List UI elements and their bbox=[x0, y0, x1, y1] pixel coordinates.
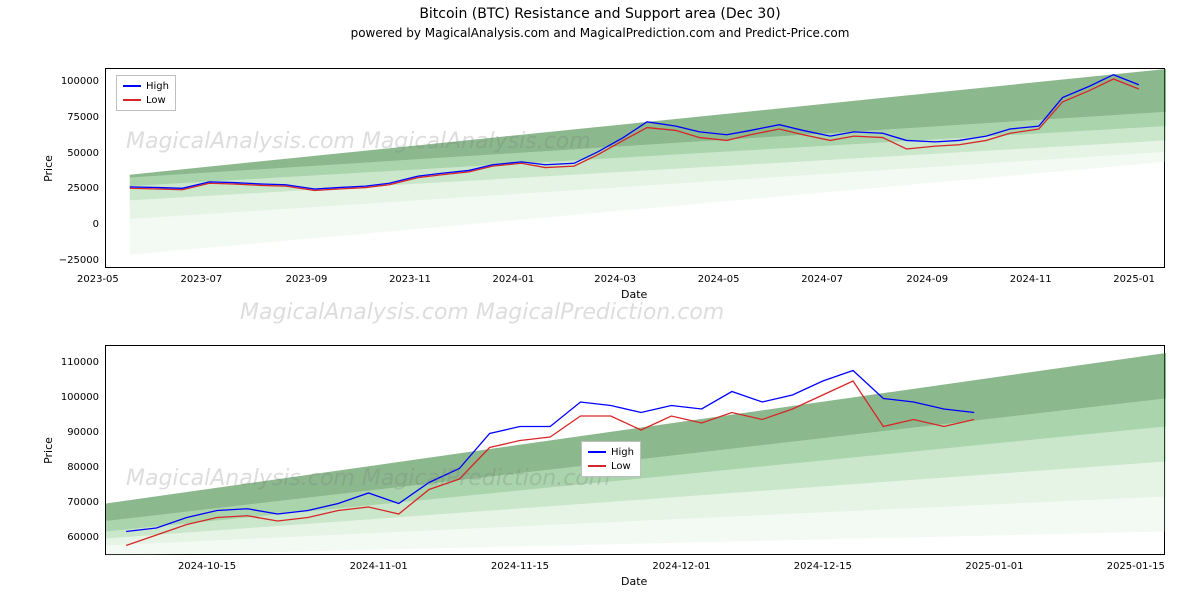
x-tick-label: 2025-01 bbox=[1113, 274, 1155, 285]
x-tick-label: 2023-07 bbox=[180, 274, 222, 285]
x-tick-label: 2024-12-01 bbox=[652, 561, 710, 572]
x-tick-label: 2024-03 bbox=[594, 274, 636, 285]
top-chart-svg bbox=[106, 69, 1166, 269]
legend-label: High bbox=[146, 81, 169, 92]
x-tick-label: 2023-09 bbox=[286, 274, 328, 285]
x-tick-label: 2024-09 bbox=[906, 274, 948, 285]
chart-subtitle: powered by MagicalAnalysis.com and Magic… bbox=[0, 26, 1200, 40]
y-tick-label: 50000 bbox=[67, 148, 99, 159]
y-tick-label: 110000 bbox=[61, 357, 99, 368]
y-tick-label: 100000 bbox=[61, 392, 99, 403]
y-tick-label: −25000 bbox=[59, 255, 99, 266]
figure: Bitcoin (BTC) Resistance and Support are… bbox=[0, 0, 1200, 600]
legend-swatch bbox=[123, 99, 141, 101]
chart-title: Bitcoin (BTC) Resistance and Support are… bbox=[0, 6, 1200, 22]
bottom-chart-area: MagicalAnalysis.com MagicalPrediction.co… bbox=[105, 345, 1165, 555]
legend-label: Low bbox=[146, 95, 166, 106]
x-tick-label: 2023-11 bbox=[389, 274, 431, 285]
y-tick-label: 75000 bbox=[67, 112, 99, 123]
x-tick-label: 2025-01-15 bbox=[1107, 561, 1165, 572]
legend-label: High bbox=[611, 447, 634, 458]
y-tick-label: 70000 bbox=[67, 497, 99, 508]
x-tick-label: 2024-01 bbox=[493, 274, 535, 285]
legend-item: High bbox=[588, 445, 634, 459]
legend-swatch bbox=[123, 85, 141, 87]
top-chart-area: MagicalAnalysis.com MagicalAnalysis.com … bbox=[105, 68, 1165, 268]
x-tick-label: 2024-11-15 bbox=[491, 561, 549, 572]
y-tick-label: 80000 bbox=[67, 462, 99, 473]
x-axis-label: Date bbox=[621, 288, 647, 301]
y-axis-label: Price bbox=[42, 155, 55, 182]
legend-label: Low bbox=[611, 461, 631, 472]
x-tick-label: 2024-12-15 bbox=[794, 561, 852, 572]
x-axis-label: Date bbox=[621, 575, 647, 588]
x-tick-label: 2025-01-01 bbox=[965, 561, 1023, 572]
x-tick-label: 2024-11-01 bbox=[350, 561, 408, 572]
legend-item: High bbox=[123, 79, 169, 93]
bottom-chart-legend: High Low bbox=[581, 441, 641, 477]
legend-swatch bbox=[588, 465, 606, 467]
x-tick-label: 2023-05 bbox=[77, 274, 119, 285]
legend-item: Low bbox=[588, 459, 634, 473]
y-tick-label: 100000 bbox=[61, 76, 99, 87]
x-tick-label: 2024-11 bbox=[1010, 274, 1052, 285]
y-tick-label: 25000 bbox=[67, 183, 99, 194]
legend-item: Low bbox=[123, 93, 169, 107]
y-axis-label: Price bbox=[42, 437, 55, 464]
y-tick-label: 0 bbox=[93, 219, 99, 230]
y-tick-label: 90000 bbox=[67, 427, 99, 438]
watermark: MagicalAnalysis.com MagicalPrediction.co… bbox=[240, 300, 724, 325]
y-tick-label: 60000 bbox=[67, 532, 99, 543]
top-chart-legend: High Low bbox=[116, 75, 176, 111]
x-tick-label: 2024-10-15 bbox=[178, 561, 236, 572]
x-tick-label: 2024-05 bbox=[698, 274, 740, 285]
x-tick-label: 2024-07 bbox=[801, 274, 843, 285]
legend-swatch bbox=[588, 451, 606, 453]
